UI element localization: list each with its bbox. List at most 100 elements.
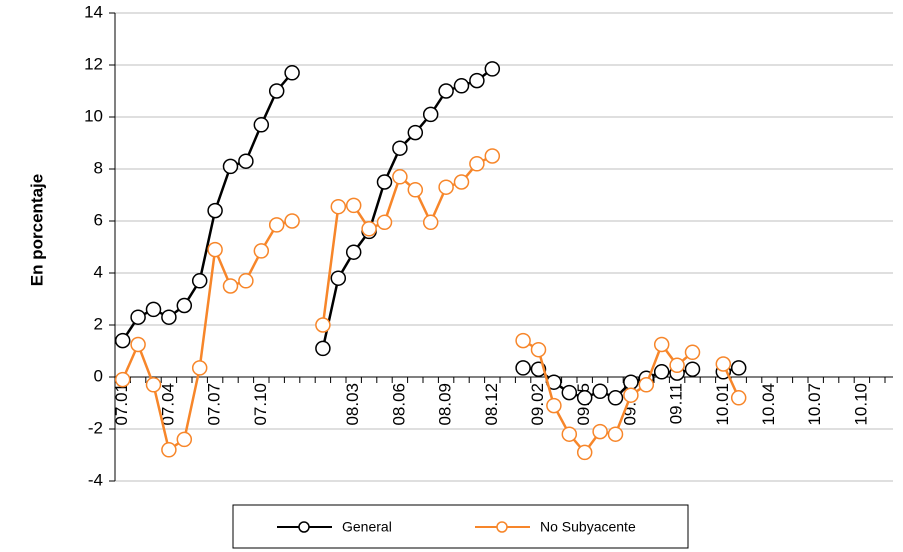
marker bbox=[238, 153, 254, 169]
marker bbox=[176, 431, 193, 448]
marker bbox=[238, 273, 254, 289]
marker bbox=[392, 140, 408, 156]
marker bbox=[438, 179, 454, 195]
series-line bbox=[121, 154, 740, 455]
y-tick-label: 10 bbox=[84, 106, 103, 125]
marker bbox=[376, 214, 393, 231]
marker bbox=[684, 361, 701, 377]
marker bbox=[253, 243, 270, 259]
marker bbox=[114, 371, 131, 388]
x-tick-label: 08.06 bbox=[389, 383, 408, 426]
marker bbox=[114, 332, 131, 349]
x-tick-label: 07.04 bbox=[158, 383, 177, 426]
x-tick-label: 10.07 bbox=[805, 383, 824, 426]
y-tick-label: 8 bbox=[94, 158, 103, 177]
marker bbox=[207, 202, 223, 219]
marker bbox=[607, 390, 624, 406]
marker bbox=[376, 174, 393, 190]
marker bbox=[638, 377, 655, 393]
y-tick-label: -2 bbox=[88, 418, 103, 437]
legend-marker bbox=[298, 521, 310, 533]
marker bbox=[161, 442, 177, 458]
marker bbox=[469, 156, 485, 172]
marker bbox=[407, 124, 424, 141]
marker bbox=[730, 360, 747, 376]
marker bbox=[253, 117, 270, 133]
x-tick-label: 10.04 bbox=[759, 383, 778, 426]
marker bbox=[392, 169, 408, 185]
y-tick-label: -4 bbox=[88, 470, 103, 489]
marker bbox=[345, 197, 362, 214]
y-tick-label: 4 bbox=[94, 262, 103, 281]
y-axis-label: En porcentaje bbox=[27, 174, 46, 286]
marker bbox=[422, 106, 439, 123]
marker bbox=[515, 360, 531, 376]
x-tick-label: 07.10 bbox=[251, 383, 270, 426]
y-tick-label: 0 bbox=[94, 366, 103, 385]
marker bbox=[268, 83, 285, 99]
marker bbox=[176, 297, 193, 314]
marker bbox=[653, 364, 670, 380]
x-tick-label: 08.12 bbox=[482, 383, 501, 426]
series-line bbox=[121, 67, 740, 400]
marker bbox=[422, 214, 439, 231]
legend-label: No Subyacente bbox=[540, 519, 636, 535]
marker bbox=[438, 83, 454, 99]
marker bbox=[684, 344, 701, 361]
marker bbox=[469, 72, 485, 89]
x-tick-label: 09.02 bbox=[528, 383, 547, 426]
marker bbox=[453, 78, 470, 94]
x-tick-label: 07.01 bbox=[112, 383, 131, 426]
marker bbox=[145, 377, 162, 393]
legend-marker bbox=[496, 521, 508, 533]
marker bbox=[530, 341, 547, 358]
marker bbox=[730, 390, 747, 406]
x-tick-label: 07.07 bbox=[205, 383, 224, 426]
marker bbox=[330, 198, 347, 215]
marker bbox=[330, 270, 347, 286]
marker bbox=[546, 397, 562, 414]
marker bbox=[130, 309, 146, 325]
marker bbox=[515, 332, 531, 349]
marker bbox=[561, 426, 578, 442]
marker bbox=[145, 301, 162, 318]
marker bbox=[592, 383, 608, 400]
marker bbox=[284, 65, 300, 81]
marker bbox=[653, 336, 670, 353]
marker bbox=[130, 336, 146, 353]
marker bbox=[284, 213, 300, 229]
legend-label: General bbox=[342, 519, 392, 535]
x-tick-label: 08.09 bbox=[436, 383, 455, 426]
marker bbox=[623, 374, 639, 390]
marker bbox=[484, 148, 501, 164]
marker bbox=[207, 241, 223, 258]
marker bbox=[561, 384, 578, 401]
marker bbox=[315, 340, 331, 357]
x-tick-label: 10.10 bbox=[851, 383, 870, 426]
marker bbox=[484, 61, 501, 77]
marker bbox=[407, 182, 424, 198]
y-tick-label: 14 bbox=[84, 2, 103, 21]
y-tick-label: 2 bbox=[94, 314, 103, 333]
marker bbox=[345, 244, 362, 260]
marker bbox=[607, 426, 624, 442]
marker bbox=[576, 444, 593, 461]
x-tick-label: 10.01 bbox=[713, 383, 732, 426]
marker bbox=[576, 390, 593, 406]
marker bbox=[161, 309, 177, 325]
marker bbox=[315, 317, 331, 333]
marker bbox=[222, 158, 239, 175]
marker bbox=[191, 273, 208, 289]
marker bbox=[715, 356, 732, 372]
marker bbox=[623, 387, 639, 403]
x-tick-label: 08.03 bbox=[343, 383, 362, 426]
marker bbox=[453, 174, 470, 190]
marker bbox=[222, 278, 239, 294]
y-tick-label: 12 bbox=[84, 54, 103, 73]
marker bbox=[361, 221, 377, 237]
marker bbox=[268, 217, 285, 233]
marker bbox=[191, 360, 208, 376]
y-tick-label: 6 bbox=[94, 210, 103, 229]
x-tick-label: 09.11 bbox=[667, 383, 686, 424]
